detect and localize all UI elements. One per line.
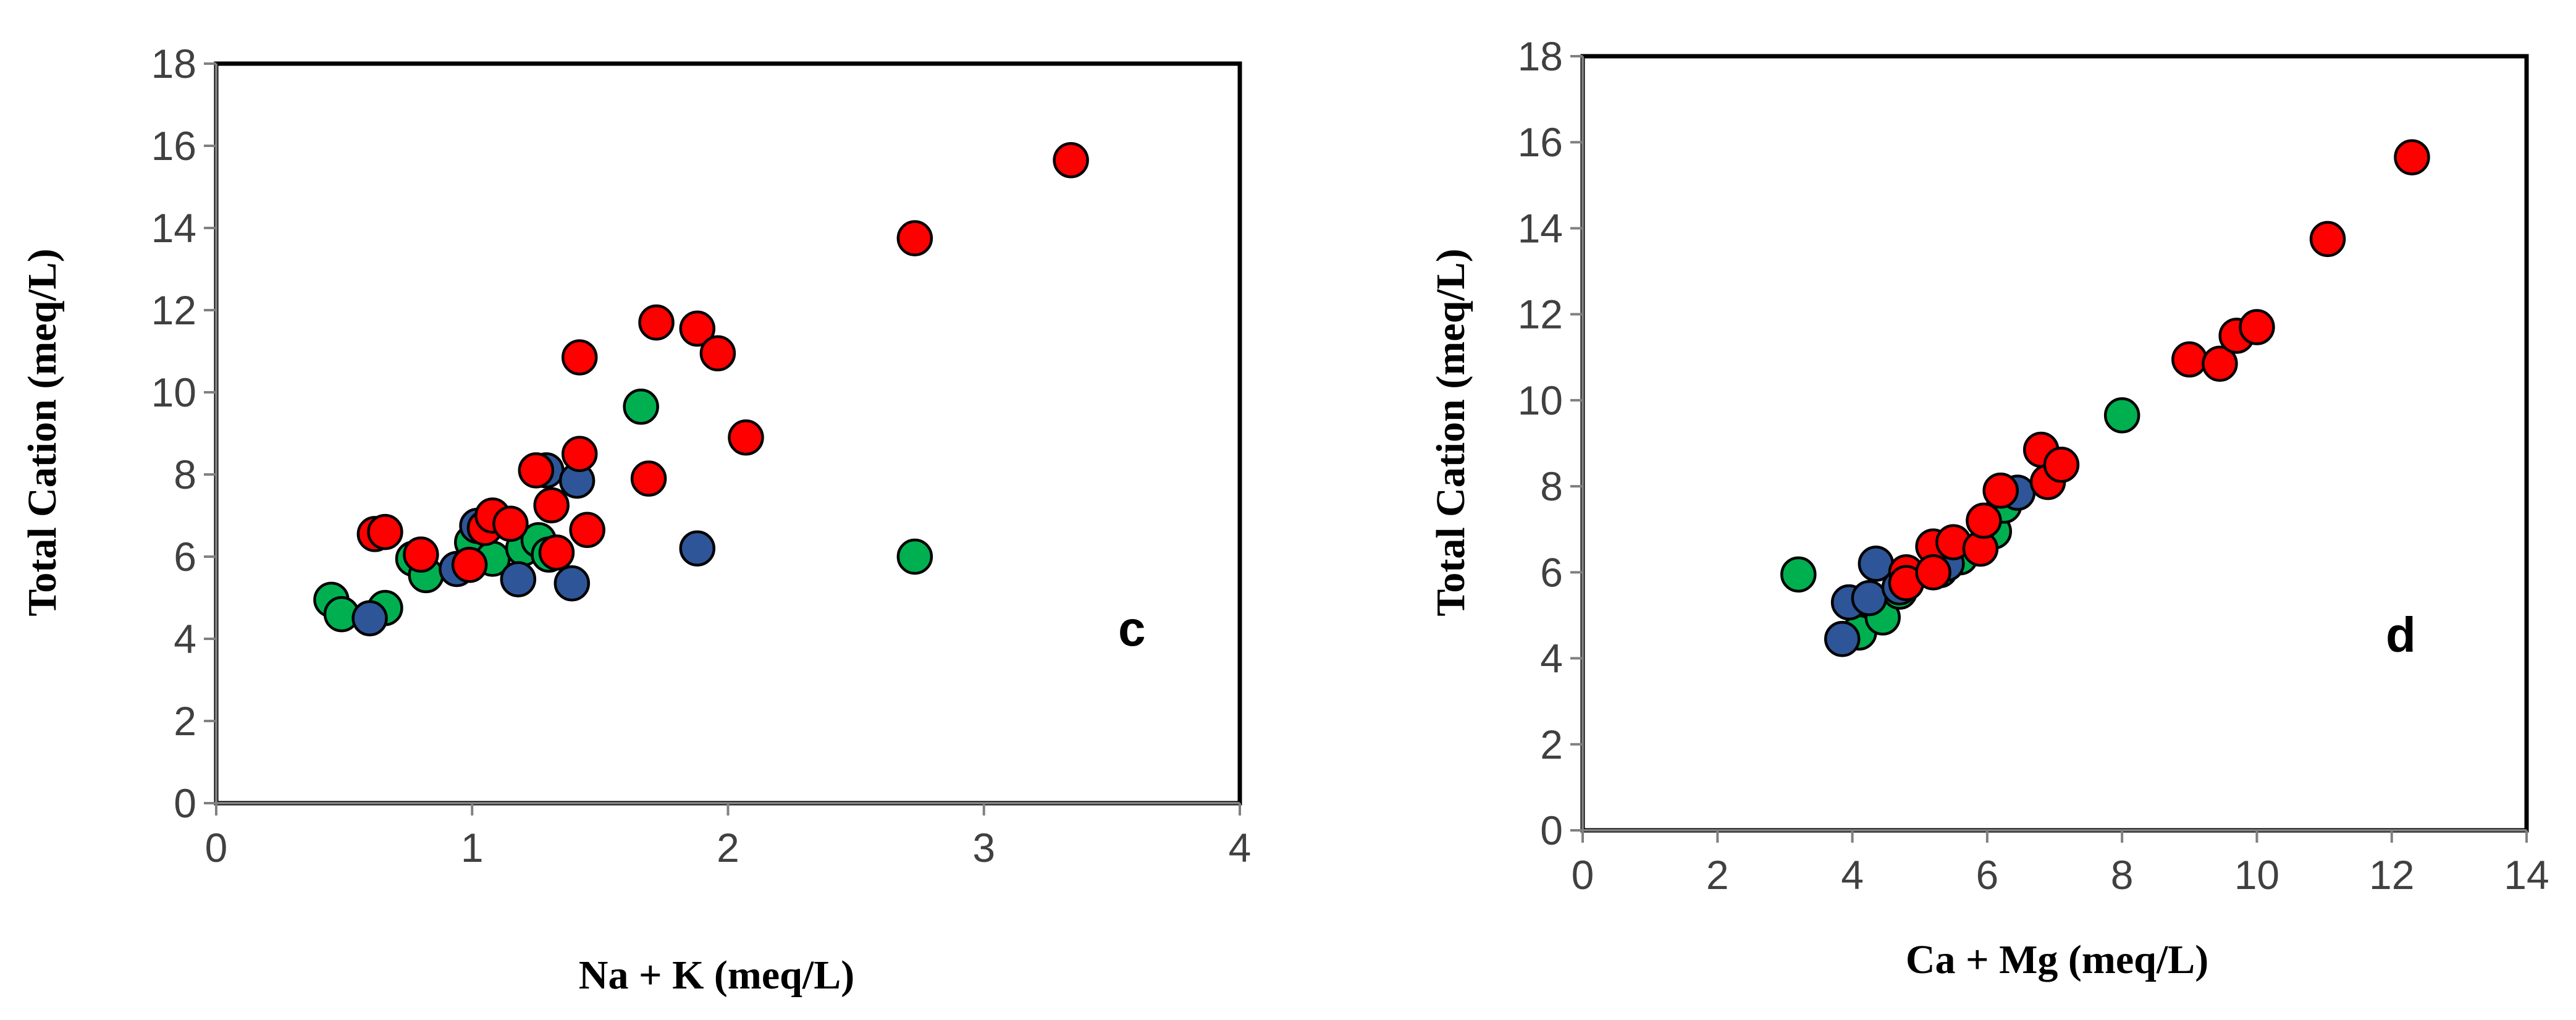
y-tick-label: 14	[151, 205, 196, 251]
y-tick-label: 16	[1518, 119, 1563, 165]
plot-area-frame	[214, 61, 1242, 806]
data-point	[2309, 221, 2346, 258]
data-point	[2043, 447, 2080, 483]
data-point	[896, 538, 933, 575]
data-point	[630, 460, 667, 497]
y-tick-label: 2	[1540, 722, 1563, 767]
data-point	[2103, 397, 2140, 434]
x-axis-label: Na + K (meq/L)	[579, 953, 854, 998]
data-points	[313, 142, 1089, 636]
x-axis-label: Ca + Mg (meq/L)	[1906, 937, 2208, 982]
y-tick-label: 6	[174, 534, 196, 580]
x-tick-label: 4	[1841, 852, 1864, 898]
data-point	[1966, 502, 2002, 539]
y-tick-label: 12	[1518, 292, 1563, 337]
data-point	[451, 547, 488, 583]
y-tick-label: 6	[1540, 549, 1563, 595]
x-tick-label: 2	[717, 825, 739, 870]
data-point	[1982, 472, 2019, 509]
x-tick-label: 0	[205, 825, 228, 870]
data-point	[367, 513, 403, 550]
data-point	[1851, 580, 1888, 617]
data-point	[500, 561, 537, 597]
x-tick-label: 10	[2234, 852, 2279, 898]
y-tick-label: 10	[151, 369, 196, 415]
data-point	[728, 419, 764, 456]
data-point	[2394, 139, 2430, 175]
data-point	[638, 304, 675, 341]
data-point	[679, 530, 716, 567]
y-tick-label: 8	[1540, 463, 1563, 509]
x-tick-label: 1	[461, 825, 484, 870]
y-tick-label: 0	[1540, 807, 1563, 853]
y-tick-label: 4	[174, 616, 196, 662]
panel-label: c	[1118, 601, 1146, 656]
x-tick-label: 2	[1706, 852, 1729, 898]
data-point	[2202, 345, 2238, 382]
x-tick-label: 12	[2369, 852, 2414, 898]
data-point	[569, 512, 605, 549]
axes: 0 2 4 6 8 10 12 14 16 18 0 2 4 6 8 10 12 14	[1518, 33, 2549, 898]
x-tick-label: 6	[1976, 852, 1998, 898]
x-tick-label: 3	[972, 825, 995, 870]
x-tick-label: 0	[1572, 852, 1594, 898]
data-point	[896, 220, 933, 256]
data-point	[561, 339, 598, 376]
data-point	[492, 505, 529, 542]
y-tick-label: 0	[174, 780, 196, 826]
y-tick-label: 2	[174, 698, 196, 744]
y-tick-label: 12	[151, 287, 196, 333]
chart-panel-d: 0 2 4 6 8 10 12 14 16 18 0 2 4 6 8 10 12 14 d Ca + Mg (me…	[1428, 33, 2549, 982]
data-point	[538, 534, 575, 571]
y-tick-label: 10	[1518, 377, 1563, 423]
data-point	[1053, 142, 1089, 179]
data-point	[2171, 341, 2208, 378]
data-point	[533, 487, 570, 524]
data-point	[554, 565, 591, 602]
y-tick-label: 14	[1518, 205, 1563, 251]
y-tick-label: 18	[1518, 33, 1563, 79]
y-tick-label: 18	[151, 41, 196, 86]
data-point	[403, 536, 439, 573]
y-tick-label: 4	[1540, 636, 1563, 681]
data-point	[679, 310, 716, 347]
x-tick-label: 4	[1229, 825, 1252, 870]
data-point	[561, 436, 598, 472]
data-point	[2239, 309, 2275, 345]
data-points	[1780, 139, 2430, 657]
data-point	[1915, 554, 1951, 591]
data-point	[1824, 620, 1861, 657]
x-tick-label: 8	[2111, 852, 2134, 898]
panel-label: d	[2386, 607, 2416, 662]
y-tick-label: 16	[151, 123, 196, 169]
y-axis-label: Total Cation (meq/L)	[1428, 248, 1473, 616]
data-point	[518, 452, 555, 489]
x-tick-label: 14	[2504, 852, 2549, 898]
data-point	[351, 600, 388, 636]
data-point	[699, 335, 736, 372]
y-axis-label: Total Cation (meq/L)	[20, 248, 65, 616]
data-point	[1780, 556, 1817, 593]
data-point	[623, 389, 659, 425]
y-tick-label: 8	[174, 452, 196, 497]
